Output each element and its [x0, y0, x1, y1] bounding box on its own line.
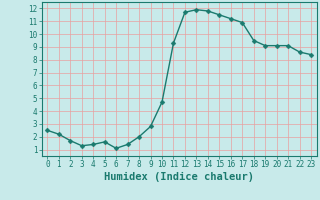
X-axis label: Humidex (Indice chaleur): Humidex (Indice chaleur)	[104, 172, 254, 182]
